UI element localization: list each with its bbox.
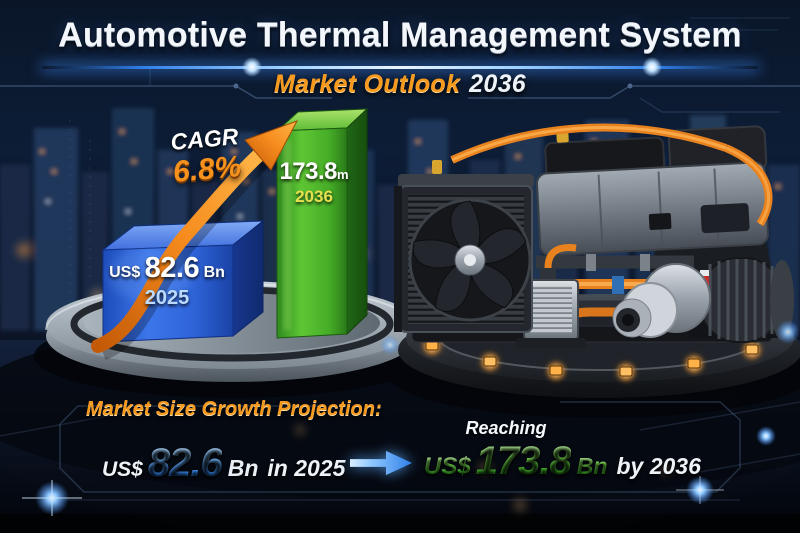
bar-2025-value: 82.6 — [144, 252, 200, 284]
bar-label-2025: US$ 82.6 Bn 2025 — [98, 254, 236, 310]
to-unit: Bn — [576, 453, 608, 479]
reaching-label: Reaching — [465, 418, 547, 438]
thermal-system-illustration — [394, 123, 794, 348]
page-subtitle: Market Outlook 2036 — [0, 70, 800, 99]
page-title: Automotive Thermal Management System — [58, 16, 742, 54]
projection-from-stat: US$ 82.6 Bn in 2025 — [102, 441, 345, 486]
projection-to-stat: US$ 173.8 Bn by 2036 — [424, 439, 701, 484]
bar-2036-value: 173.8 — [279, 158, 337, 185]
to-value: 173.8 — [475, 439, 572, 483]
projection-arrow-icon — [350, 447, 412, 479]
bar-2025-currency: US$ — [109, 264, 141, 281]
bar-2036-value-row: 173.8m — [270, 160, 358, 184]
bar-2036-unit: m — [337, 167, 349, 182]
bar-2036 — [275, 107, 369, 339]
to-suffix: by 2036 — [616, 453, 701, 479]
subtitle-year: 2036 — [469, 70, 526, 98]
title-divider-line — [42, 57, 758, 77]
bar-2025-unit: Bn — [203, 264, 225, 281]
from-currency: US$ — [102, 458, 143, 481]
bar-2036-year: 2036 — [295, 187, 333, 206]
bar-label-2036: 173.8m 2036 — [270, 160, 358, 207]
cagr-annotation: CAGR 6.8% — [146, 121, 267, 192]
to-currency: US$ — [424, 453, 471, 480]
from-unit: Bn — [227, 455, 259, 481]
from-value: 82.6 — [147, 441, 223, 485]
from-suffix: in 2025 — [267, 455, 346, 481]
bar-2025-value-row: US$ 82.6 Bn — [98, 254, 236, 283]
bar-2025-year: 2025 — [144, 287, 190, 309]
projection-heading: Market Size Growth Projection: — [86, 398, 382, 420]
subtitle-text: Market Outlook — [274, 70, 461, 98]
